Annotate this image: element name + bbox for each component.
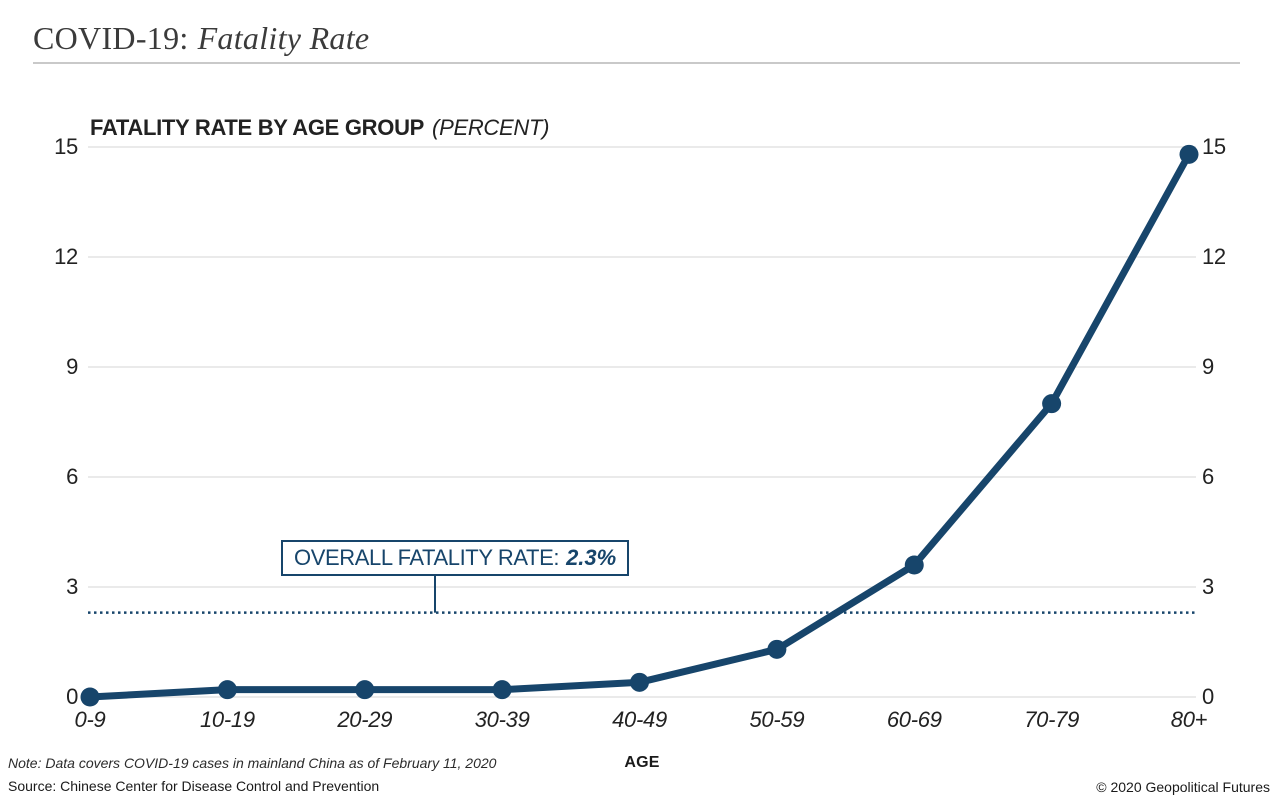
data-point: [492, 680, 512, 700]
y-axis-tick-label-left: 12: [54, 244, 78, 269]
y-axis-tick-label-left: 9: [66, 354, 78, 379]
y-axis-tick-label-right: 15: [1202, 134, 1226, 159]
x-axis-tick-label: 30-39: [474, 707, 530, 732]
x-axis-tick-label: 70-79: [1024, 707, 1080, 732]
x-axis-tick-label: 60-69: [886, 707, 942, 732]
page-title: COVID-19: Fatality Rate: [33, 20, 369, 57]
data-point: [217, 680, 237, 700]
data-point: [80, 687, 100, 707]
y-axis-tick-label-left: 3: [66, 574, 78, 599]
data-point: [355, 680, 375, 700]
chart-title-unit: (PERCENT): [432, 115, 550, 140]
data-point: [1179, 144, 1199, 164]
source-credit: Source: Chinese Center for Disease Contr…: [8, 778, 380, 794]
chart-title-text: FATALITY RATE BY AGE GROUP: [90, 115, 425, 140]
y-axis-tick-label-right: 0: [1202, 684, 1214, 709]
chart-title: FATALITY RATE BY AGE GROUP (PERCENT): [90, 115, 549, 141]
y-axis-tick-label-right: 12: [1202, 244, 1226, 269]
x-axis-tick-label: 50-59: [749, 707, 805, 732]
y-axis-tick-label-left: 0: [66, 684, 78, 709]
data-point: [630, 672, 649, 692]
x-axis-tick-label: 10-19: [199, 707, 255, 732]
y-axis-tick-label-left: 15: [54, 134, 78, 159]
overall-rate-label-text: OVERALL FATALITY RATE:: [294, 545, 560, 570]
overall-rate-value: 2.3%: [566, 545, 617, 570]
y-axis-tick-label-right: 3: [1202, 574, 1214, 599]
data-point: [767, 639, 787, 659]
x-axis-tick-label: 20-29: [337, 707, 393, 732]
page-title-italic: Fatality Rate: [197, 20, 370, 56]
page-title-prefix: COVID-19:: [33, 20, 189, 56]
title-divider: [33, 62, 1240, 64]
x-axis-tick-label: 0-9: [74, 707, 106, 732]
footnote: Note: Data covers COVID-19 cases in main…: [8, 755, 497, 771]
overall-rate-label: OVERALL FATALITY RATE: 2.3%: [281, 540, 630, 576]
x-axis-tick-label: 40-49: [612, 707, 667, 732]
fatality-line: [86, 150, 1193, 701]
y-axis-tick-label-right: 6: [1202, 464, 1214, 489]
x-axis-title: AGE: [624, 754, 660, 771]
data-point: [904, 555, 924, 575]
y-axis-tick-label-right: 9: [1202, 354, 1214, 379]
x-axis-tick-label: 80+: [1170, 707, 1208, 732]
copyright: © 2020 Geopolitical Futures: [1096, 779, 1270, 795]
data-point: [1042, 394, 1062, 414]
y-axis-tick-label-left: 6: [66, 464, 78, 489]
